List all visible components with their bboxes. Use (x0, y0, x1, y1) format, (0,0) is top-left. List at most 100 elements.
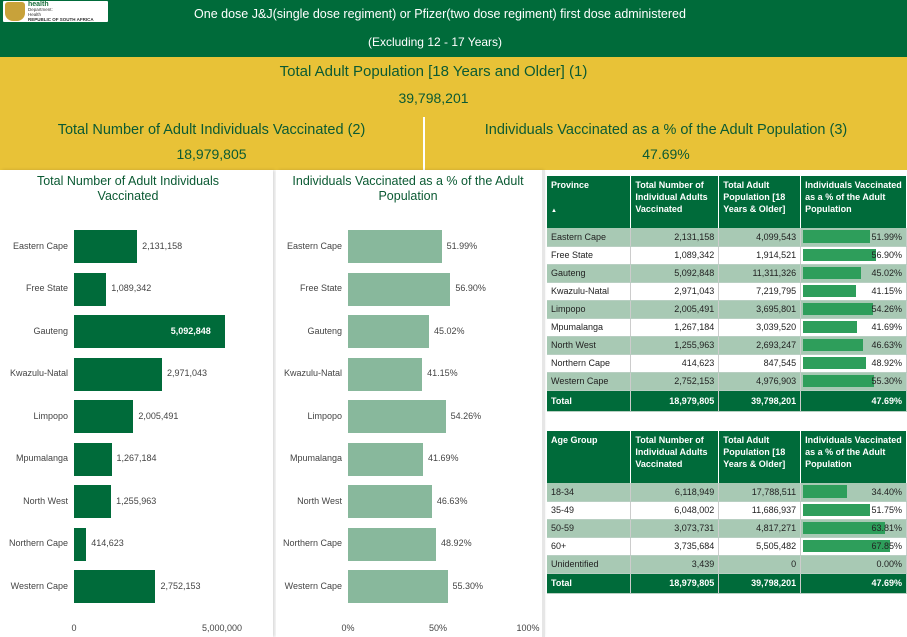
category-label: Eastern Cape (12, 240, 68, 251)
bar[interactable] (348, 272, 451, 306)
table-row[interactable]: 50-59 3,073,731 4,817,271 63.81% (547, 519, 907, 538)
table-row[interactable]: North West 1,255,963 2,693,247 46.63% (547, 336, 907, 355)
category-label: Western Cape (284, 580, 342, 591)
total-value: 39,798,201 (718, 390, 802, 412)
x-axis-tick-label: 50% (428, 623, 447, 633)
bar[interactable] (74, 272, 107, 306)
kpi-value: 18,979,805 (176, 146, 247, 162)
data-label: 54.26% (450, 410, 482, 421)
population-cell: 4,099,543 (718, 228, 802, 247)
bar[interactable] (348, 357, 423, 391)
column-header-vaccinated[interactable]: Total Number of Individual Adults Vaccin… (630, 431, 720, 483)
vaccinated-cell: 3,073,731 (630, 519, 720, 538)
bar[interactable] (74, 442, 112, 476)
percent-cell: 67.85% (800, 537, 907, 556)
table-row[interactable]: Eastern Cape 2,131,158 4,099,543 51.99% (547, 228, 907, 247)
bar[interactable] (348, 230, 442, 263)
bar[interactable] (348, 442, 424, 476)
kpi-vaccinated-percent[interactable]: Individuals Vaccinated as a % of the Adu… (425, 117, 907, 170)
population-cell: 4,976,903 (718, 372, 802, 391)
percent-cell: 45.02% (800, 264, 907, 283)
percent-cell: 41.15% (800, 282, 907, 301)
bar[interactable] (74, 485, 112, 518)
category-label: Mpumalanga (15, 453, 68, 463)
bar[interactable] (74, 315, 225, 348)
population-cell: 5,505,482 (718, 537, 802, 556)
bar[interactable] (348, 570, 448, 603)
table-row[interactable]: Limpopo 2,005,491 3,695,801 54.26% (547, 300, 907, 319)
data-label: 1,267,184 (116, 453, 157, 463)
percent-value: 46.63% (871, 340, 902, 350)
column-header-age-group[interactable]: Age Group (547, 431, 632, 483)
age-group-table[interactable]: Age Group Total Number of Individual Adu… (547, 431, 907, 594)
panel-divider (542, 170, 545, 637)
report-header: health Department: Health REPUBLIC OF SO… (0, 0, 907, 57)
percent-databar (803, 539, 891, 552)
bar[interactable] (74, 400, 134, 433)
province-table[interactable]: Province ▲ Total Number of Individual Adu… (547, 176, 907, 412)
chart-vaccinated-percent-by-province[interactable]: Individuals Vaccinated as a % of the Adu… (276, 170, 542, 637)
table-row[interactable]: 18-34 6,118,949 17,788,511 34.40% (547, 483, 907, 502)
column-header-vaccinated[interactable]: Total Number of Individual Adults Vaccin… (630, 176, 720, 228)
table-row[interactable]: Western Cape 2,752,153 4,976,903 55.30% (547, 372, 907, 391)
bar[interactable] (74, 230, 138, 263)
bar[interactable] (74, 527, 87, 561)
kpi-total-adult-population[interactable]: Total Adult Population [18 Years and Old… (0, 57, 907, 117)
table-row[interactable]: Mpumalanga 1,267,184 3,039,520 41.69% (547, 318, 907, 337)
vaccinated-cell: 2,971,043 (630, 282, 720, 301)
chart-adults-vaccinated-by-province[interactable]: Total Number of Adult Individuals Vaccin… (0, 170, 273, 637)
percent-cell: 0.00% (800, 555, 907, 574)
population-cell: 847,545 (718, 354, 802, 373)
table-row[interactable]: Free State 1,089,342 1,914,521 56.90% (547, 246, 907, 265)
bar[interactable] (74, 570, 156, 603)
table-row[interactable]: Unidentified 3,439 0 0.00% (547, 555, 907, 574)
column-header-percent[interactable]: Individuals Vaccinated as a % of the Adu… (800, 176, 907, 228)
table-row[interactable]: 35-49 6,048,002 11,686,937 51.75% (547, 501, 907, 520)
vaccinated-cell: 1,089,342 (630, 246, 720, 265)
sort-ascending-icon[interactable]: ▲ (551, 208, 557, 214)
column-header-percent[interactable]: Individuals Vaccinated as a % of the Adu… (800, 431, 907, 483)
bar[interactable] (348, 527, 437, 561)
category-label: North West (297, 495, 342, 506)
percent-value: 67.85% (871, 541, 902, 551)
population-cell: 2,693,247 (718, 336, 802, 355)
percent-value: 34.40% (871, 486, 902, 497)
percent-databar (803, 320, 857, 333)
bar[interactable] (348, 315, 430, 348)
row-label: Northern Cape (547, 354, 632, 373)
row-label: Limpopo (547, 300, 632, 319)
percent-cell: 46.63% (800, 336, 907, 355)
category-label: Limpopo (307, 410, 342, 421)
category-label: Northern Cape (282, 538, 342, 548)
percent-cell: 51.75% (800, 501, 907, 520)
table-row[interactable]: 60+ 3,735,684 5,505,482 67.85% (547, 537, 907, 556)
percent-databar (803, 374, 875, 387)
percent-databar (803, 284, 857, 297)
row-label: Gauteng (547, 264, 632, 283)
data-label: 51.99% (446, 240, 478, 251)
table-row[interactable]: Kwazulu-Natal 2,971,043 7,219,795 41.15% (547, 282, 907, 301)
kpi-adults-vaccinated[interactable]: Total Number of Adult Individuals Vaccin… (0, 117, 423, 170)
table-row[interactable]: Gauteng 5,092,848 11,311,326 45.02% (547, 264, 907, 283)
kpi-label: Individuals Vaccinated as a % of the Adu… (484, 122, 848, 138)
column-header-province[interactable]: Province ▲ (547, 176, 632, 228)
category-label: Northern Cape (8, 538, 68, 548)
data-label: 414,623 (91, 538, 124, 548)
column-header-population[interactable]: Total Adult Population [18 Years & Older… (718, 431, 802, 483)
chart-title: Total Number of Adult Individuals Vaccin… (36, 174, 220, 203)
percent-databar (803, 248, 877, 261)
bar[interactable] (348, 400, 446, 433)
population-cell: 3,695,801 (718, 300, 802, 319)
table-row[interactable]: Northern Cape 414,623 847,545 48.92% (547, 354, 907, 373)
percent-databar (803, 302, 873, 315)
bar[interactable] (74, 357, 162, 391)
data-label: 2,131,158 (142, 240, 183, 251)
vaccinated-cell: 2,752,153 (630, 372, 720, 391)
percent-cell: 54.26% (800, 300, 907, 319)
bar[interactable] (348, 485, 432, 518)
percent-cell: 55.30% (800, 372, 907, 391)
percent-cell: 41.69% (800, 318, 907, 337)
vaccinated-cell: 2,005,491 (630, 300, 720, 319)
category-label: Kwazulu-Natal (283, 368, 342, 378)
column-header-population[interactable]: Total Adult Population [18 Years & Older… (718, 176, 802, 228)
